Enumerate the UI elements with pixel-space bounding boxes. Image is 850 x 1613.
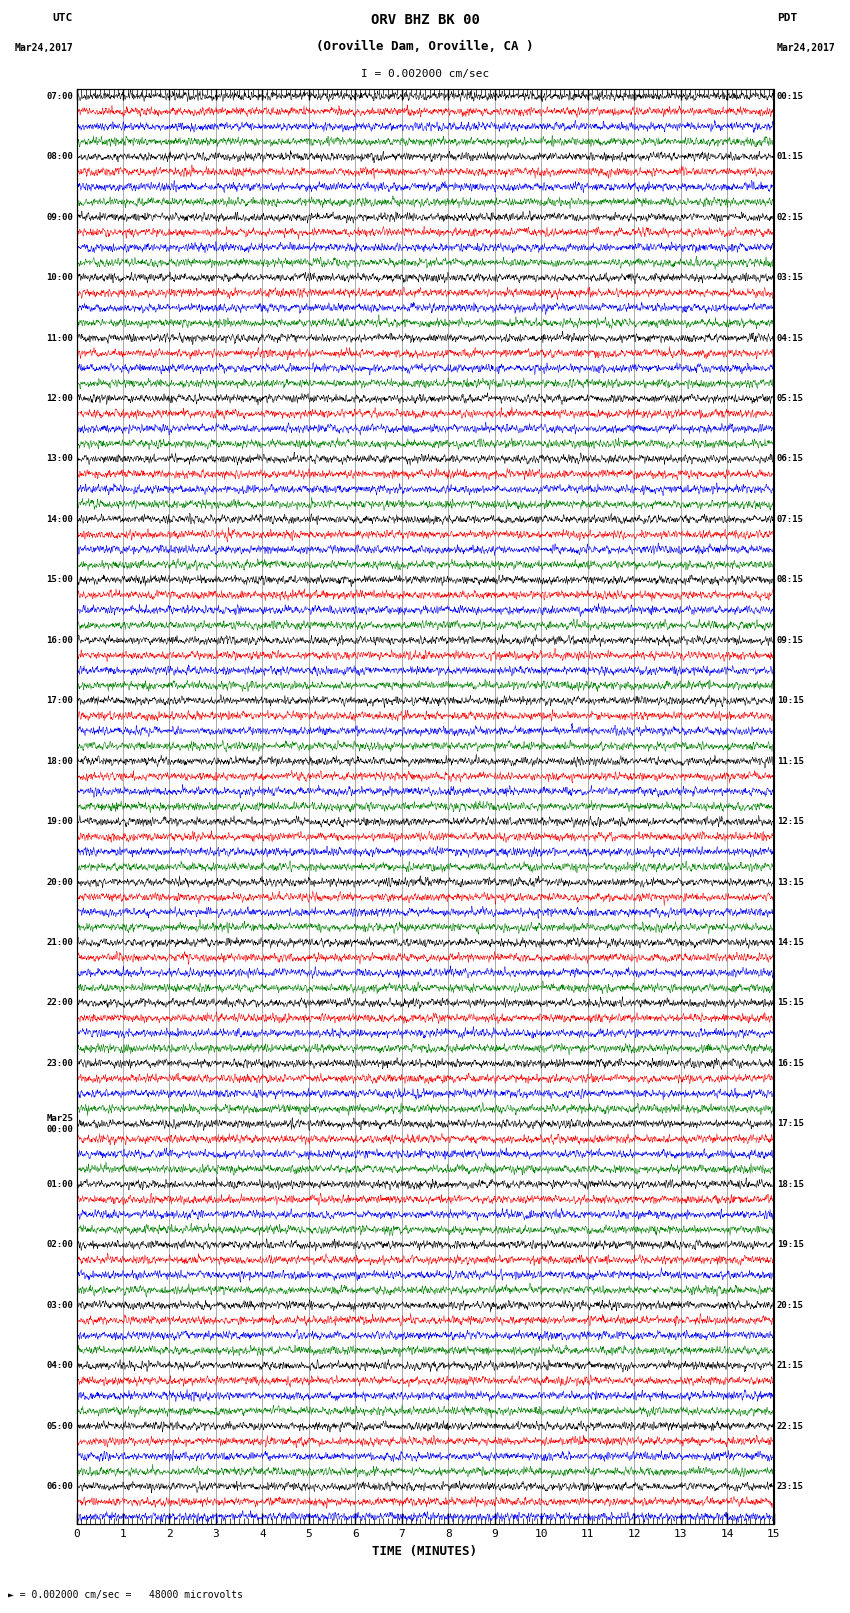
Text: 21:00: 21:00: [46, 939, 73, 947]
Text: UTC: UTC: [53, 13, 73, 23]
Text: 23:15: 23:15: [777, 1482, 804, 1490]
Text: I = 0.002000 cm/sec: I = 0.002000 cm/sec: [361, 69, 489, 79]
Text: 16:00: 16:00: [46, 636, 73, 645]
Text: 04:15: 04:15: [777, 334, 804, 342]
Text: 05:15: 05:15: [777, 394, 804, 403]
Text: 03:00: 03:00: [46, 1300, 73, 1310]
X-axis label: TIME (MINUTES): TIME (MINUTES): [372, 1545, 478, 1558]
Text: 17:00: 17:00: [46, 697, 73, 705]
Text: 09:15: 09:15: [777, 636, 804, 645]
Text: 10:00: 10:00: [46, 273, 73, 282]
Text: 19:15: 19:15: [777, 1240, 804, 1248]
Text: 09:00: 09:00: [46, 213, 73, 221]
Text: 15:00: 15:00: [46, 576, 73, 584]
Text: Mar24,2017: Mar24,2017: [14, 42, 73, 53]
Text: 12:00: 12:00: [46, 394, 73, 403]
Text: 01:00: 01:00: [46, 1179, 73, 1189]
Text: 08:15: 08:15: [777, 576, 804, 584]
Text: Mar24,2017: Mar24,2017: [777, 42, 836, 53]
Text: 20:00: 20:00: [46, 877, 73, 887]
Text: 12:15: 12:15: [777, 818, 804, 826]
Text: 10:15: 10:15: [777, 697, 804, 705]
Text: 06:15: 06:15: [777, 455, 804, 463]
Text: Mar25
00:00: Mar25 00:00: [46, 1115, 73, 1134]
Text: 03:15: 03:15: [777, 273, 804, 282]
Text: 20:15: 20:15: [777, 1300, 804, 1310]
Text: 22:15: 22:15: [777, 1421, 804, 1431]
Text: 18:00: 18:00: [46, 756, 73, 766]
Text: 06:00: 06:00: [46, 1482, 73, 1490]
Text: 08:00: 08:00: [46, 152, 73, 161]
Text: 07:15: 07:15: [777, 515, 804, 524]
Text: 00:15: 00:15: [777, 92, 804, 100]
Text: 11:00: 11:00: [46, 334, 73, 342]
Text: 16:15: 16:15: [777, 1058, 804, 1068]
Text: 19:00: 19:00: [46, 818, 73, 826]
Text: 02:00: 02:00: [46, 1240, 73, 1248]
Text: PDT: PDT: [777, 13, 797, 23]
Text: 17:15: 17:15: [777, 1119, 804, 1129]
Text: ORV BHZ BK 00: ORV BHZ BK 00: [371, 13, 479, 27]
Text: 14:00: 14:00: [46, 515, 73, 524]
Text: 15:15: 15:15: [777, 998, 804, 1008]
Text: 11:15: 11:15: [777, 756, 804, 766]
Text: 23:00: 23:00: [46, 1058, 73, 1068]
Text: 14:15: 14:15: [777, 939, 804, 947]
Text: 04:00: 04:00: [46, 1361, 73, 1369]
Text: (Oroville Dam, Oroville, CA ): (Oroville Dam, Oroville, CA ): [316, 40, 534, 53]
Text: 07:00: 07:00: [46, 92, 73, 100]
Text: 13:15: 13:15: [777, 877, 804, 887]
Text: 22:00: 22:00: [46, 998, 73, 1008]
Text: 21:15: 21:15: [777, 1361, 804, 1369]
Text: 01:15: 01:15: [777, 152, 804, 161]
Text: ► = 0.002000 cm/sec =   48000 microvolts: ► = 0.002000 cm/sec = 48000 microvolts: [8, 1590, 243, 1600]
Text: 05:00: 05:00: [46, 1421, 73, 1431]
Text: 18:15: 18:15: [777, 1179, 804, 1189]
Text: 02:15: 02:15: [777, 213, 804, 221]
Text: 13:00: 13:00: [46, 455, 73, 463]
